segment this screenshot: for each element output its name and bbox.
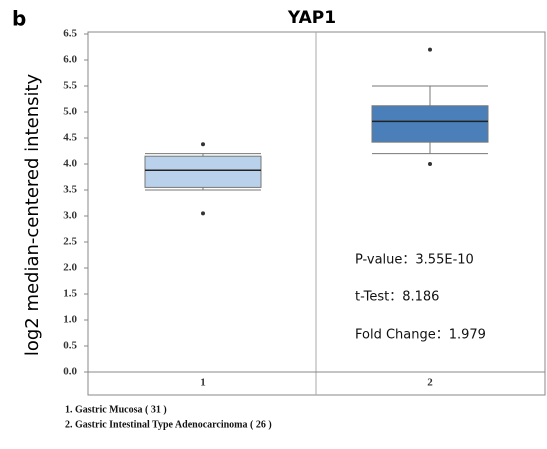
y-tick-label: 3.5 (63, 184, 77, 196)
outlier (201, 211, 205, 216)
x-tick-label: 2 (427, 377, 433, 389)
y-tick-label: 2.5 (63, 236, 77, 248)
y-tick-label: 5.0 (63, 106, 77, 118)
box (144, 155, 262, 188)
x-tick-label: 1 (200, 377, 206, 389)
y-tick-label: 0.5 (63, 340, 77, 352)
y-tick-label: 3.0 (63, 210, 77, 222)
y-tick-label: 1.5 (63, 288, 77, 300)
y-tick-label: 4.5 (63, 132, 77, 144)
y-tick-label: 6.0 (63, 54, 77, 66)
panel-label: b (12, 7, 26, 31)
annotation: t-Test：8.186 (355, 290, 439, 305)
box (371, 105, 489, 143)
annotation: P-value：3.55E-10 (355, 253, 474, 268)
y-tick-label: 6.5 (63, 28, 77, 40)
outlier (428, 162, 432, 166)
outlier (428, 47, 432, 52)
y-tick-label: 2.0 (63, 262, 77, 274)
y-tick-label: 5.5 (63, 80, 77, 92)
y-tick-label: 1.0 (63, 314, 77, 326)
chart-title: YAP1 (287, 8, 336, 28)
category-note: 1. Gastric Mucosa ( 31 ) (65, 404, 167, 415)
annotation: Fold Change：1.979 (355, 328, 486, 343)
outlier (201, 142, 205, 147)
y-axis-label: log2 median-centered intensity (22, 73, 43, 356)
y-tick-label: 4.0 (63, 158, 77, 170)
y-tick-label: 0.0 (63, 366, 77, 378)
category-note: 2. Gastric Intestinal Type Adenocarcinom… (65, 419, 272, 430)
